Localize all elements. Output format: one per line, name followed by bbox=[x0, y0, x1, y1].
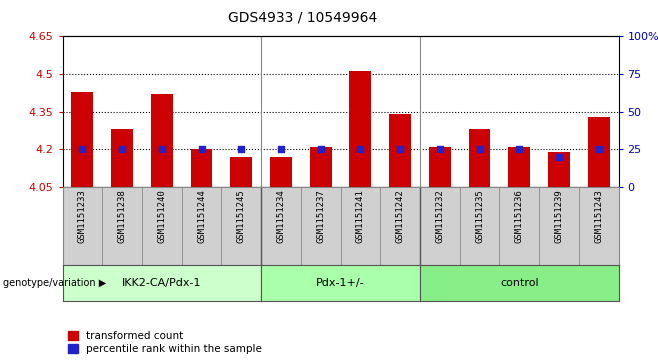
Bar bbox=[270, 157, 292, 187]
Bar bbox=[230, 157, 252, 187]
Point bbox=[514, 146, 524, 152]
Bar bbox=[349, 72, 371, 187]
Text: GSM1151243: GSM1151243 bbox=[594, 189, 603, 243]
Point bbox=[474, 146, 485, 152]
Point bbox=[157, 146, 167, 152]
Text: GSM1151234: GSM1151234 bbox=[276, 189, 286, 243]
Text: IKK2-CA/Pdx-1: IKK2-CA/Pdx-1 bbox=[122, 278, 201, 288]
Text: GSM1151239: GSM1151239 bbox=[555, 189, 563, 243]
Bar bbox=[310, 147, 332, 187]
Text: GSM1151244: GSM1151244 bbox=[197, 189, 206, 243]
Point bbox=[315, 146, 326, 152]
Point bbox=[117, 146, 128, 152]
Bar bbox=[389, 114, 411, 187]
Point bbox=[196, 146, 207, 152]
Point bbox=[395, 146, 405, 152]
Bar bbox=[72, 91, 93, 187]
Text: GSM1151238: GSM1151238 bbox=[118, 189, 126, 243]
Text: GSM1151237: GSM1151237 bbox=[316, 189, 325, 243]
Text: control: control bbox=[500, 278, 538, 288]
Bar bbox=[588, 117, 609, 187]
Text: GSM1151245: GSM1151245 bbox=[237, 189, 245, 243]
Text: GSM1151233: GSM1151233 bbox=[78, 189, 87, 243]
Text: GDS4933 / 10549964: GDS4933 / 10549964 bbox=[228, 11, 377, 25]
Bar bbox=[429, 147, 451, 187]
Point bbox=[276, 146, 286, 152]
Bar bbox=[151, 94, 172, 187]
Point bbox=[594, 146, 604, 152]
Bar bbox=[191, 149, 213, 187]
Point bbox=[355, 146, 366, 152]
Point bbox=[553, 154, 564, 160]
Text: GSM1151242: GSM1151242 bbox=[395, 189, 405, 243]
Text: GSM1151236: GSM1151236 bbox=[515, 189, 524, 243]
Point bbox=[77, 146, 88, 152]
Legend: transformed count, percentile rank within the sample: transformed count, percentile rank withi… bbox=[68, 331, 263, 354]
Text: Pdx-1+/-: Pdx-1+/- bbox=[316, 278, 365, 288]
Text: GSM1151240: GSM1151240 bbox=[157, 189, 166, 243]
Bar bbox=[111, 129, 133, 187]
Point bbox=[434, 146, 445, 152]
Text: GSM1151232: GSM1151232 bbox=[436, 189, 444, 243]
Text: genotype/variation ▶: genotype/variation ▶ bbox=[3, 278, 107, 288]
Bar bbox=[468, 129, 490, 187]
Text: GSM1151235: GSM1151235 bbox=[475, 189, 484, 243]
Bar bbox=[509, 147, 530, 187]
Point bbox=[236, 146, 247, 152]
Text: GSM1151241: GSM1151241 bbox=[356, 189, 365, 243]
Bar bbox=[548, 152, 570, 187]
